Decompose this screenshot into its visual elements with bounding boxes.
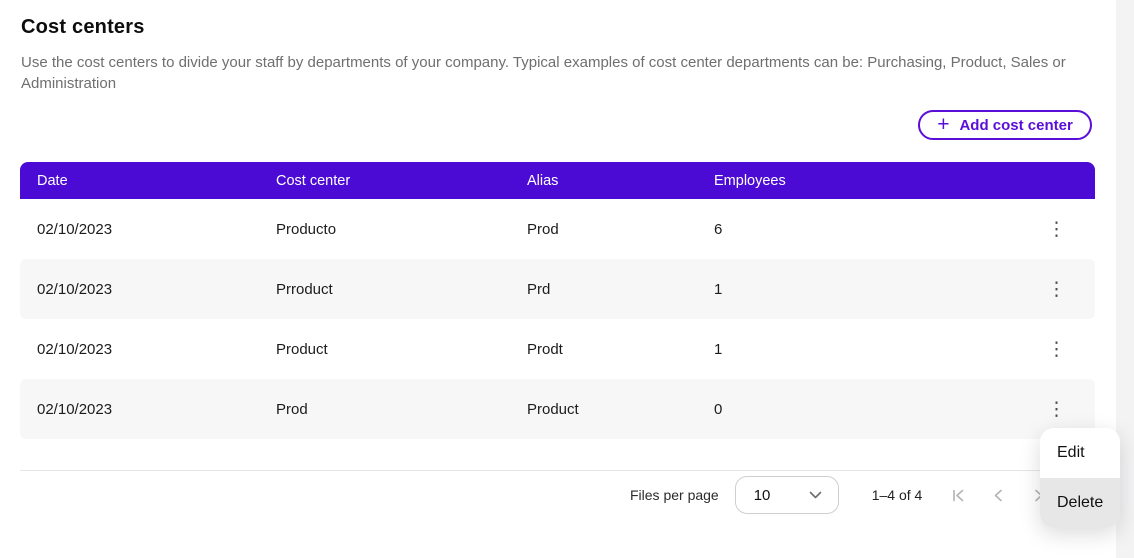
files-per-page-label: Files per page bbox=[630, 487, 719, 503]
cell-employees: 1 bbox=[714, 340, 723, 358]
context-menu-item-delete[interactable]: Delete bbox=[1040, 478, 1120, 528]
pagination-range-label: 1–4 of 4 bbox=[871, 487, 923, 503]
cell-date: 02/10/2023 bbox=[37, 220, 113, 238]
row-context-menu: Edit Delete bbox=[1040, 428, 1120, 528]
context-menu-item-edit[interactable]: Edit bbox=[1040, 428, 1120, 478]
page-background-strip bbox=[1116, 0, 1134, 558]
chevron-down-icon bbox=[809, 491, 822, 500]
page-title: Cost centers bbox=[21, 16, 145, 38]
row-actions-kebab-icon[interactable]: ⋮ bbox=[1040, 392, 1074, 426]
previous-page-icon[interactable] bbox=[986, 483, 1010, 507]
cell-alias: Product bbox=[527, 400, 579, 418]
column-header-employees: Employees bbox=[714, 172, 786, 189]
plus-icon: + bbox=[937, 112, 950, 136]
row-actions-kebab-icon[interactable]: ⋮ bbox=[1040, 212, 1074, 246]
cell-alias: Prod bbox=[527, 220, 559, 238]
column-header-cost-center: Cost center bbox=[276, 172, 351, 189]
page-size-value: 10 bbox=[753, 486, 771, 504]
first-page-icon[interactable] bbox=[946, 483, 970, 507]
row-actions-kebab-icon[interactable]: ⋮ bbox=[1040, 332, 1074, 366]
table-row: 02/10/2023 Prod Product 0 ⋮ bbox=[20, 379, 1095, 439]
cell-alias: Prodt bbox=[527, 340, 563, 358]
cell-date: 02/10/2023 bbox=[37, 340, 113, 358]
pagination-bar: Files per page 10 1–4 of 4 bbox=[630, 476, 1050, 514]
table-header-row: Date Cost center Alias Employees bbox=[20, 162, 1095, 199]
cell-cost-center: Prod bbox=[276, 400, 308, 418]
row-actions-kebab-icon[interactable]: ⋮ bbox=[1040, 272, 1074, 306]
cell-date: 02/10/2023 bbox=[37, 400, 113, 418]
table-row: 02/10/2023 Product Prodt 1 ⋮ bbox=[20, 319, 1095, 379]
cell-alias: Prd bbox=[527, 280, 551, 298]
cell-cost-center: Prroduct bbox=[276, 280, 333, 298]
column-header-date: Date bbox=[37, 172, 68, 189]
page-size-select[interactable]: 10 bbox=[734, 476, 839, 514]
table-row: 02/10/2023 Prroduct Prd 1 ⋮ bbox=[20, 259, 1095, 319]
column-header-alias: Alias bbox=[527, 172, 559, 189]
cell-date: 02/10/2023 bbox=[37, 280, 113, 298]
cell-cost-center: Product bbox=[276, 340, 328, 358]
cell-employees: 1 bbox=[714, 280, 723, 298]
page-description: Use the cost centers to divide your staf… bbox=[21, 54, 1066, 92]
cell-employees: 0 bbox=[714, 400, 723, 418]
add-cost-center-label: Add cost center bbox=[959, 116, 1073, 134]
cost-centers-table: Date Cost center Alias Employees 02/10/2… bbox=[20, 162, 1095, 439]
footer-divider bbox=[20, 470, 1095, 471]
add-cost-center-button[interactable]: + Add cost center bbox=[918, 110, 1092, 140]
cell-cost-center: Producto bbox=[276, 220, 337, 238]
table-row: 02/10/2023 Producto Prod 6 ⋮ bbox=[20, 199, 1095, 259]
cell-employees: 6 bbox=[714, 220, 723, 238]
